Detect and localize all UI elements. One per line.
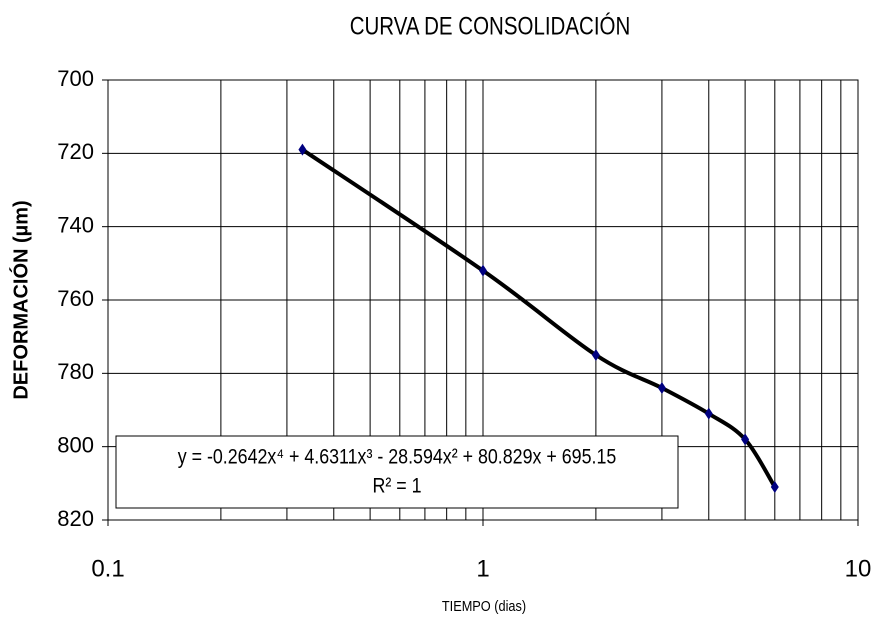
x-tick-label: 1 [476,555,489,582]
x-axis-label: TIEMPO (dias) [442,597,526,614]
marker [704,407,713,420]
y-tick-label: 760 [57,286,94,311]
marker [657,382,666,394]
y-tick-label: 800 [57,432,94,457]
x-tick-label: 0.1 [91,555,124,582]
annotation: R² = 1 [372,474,421,498]
y-axis-label: DEFORMACIÓN (µm) [8,200,32,399]
y-tick-label: 780 [57,359,94,384]
plot-border [107,79,859,521]
y-tick-label: 740 [57,212,94,237]
marker [298,143,307,156]
marker [479,264,487,277]
marker [770,481,779,493]
chart-title: CURVA DE CONSOLIDACIÓN [350,12,631,40]
trend-line [301,148,777,489]
y-tick-label: 720 [57,139,94,164]
y-tick-label: 700 [57,66,94,91]
annotation-box [115,435,679,509]
annotation: y = -0.2642x⁴ + 4.6311x³ - 28.594x² + 80… [178,445,617,469]
marker [591,349,600,361]
y-tick-label: 820 [57,506,94,531]
marker [741,433,750,446]
x-tick-label: 10 [845,555,872,582]
